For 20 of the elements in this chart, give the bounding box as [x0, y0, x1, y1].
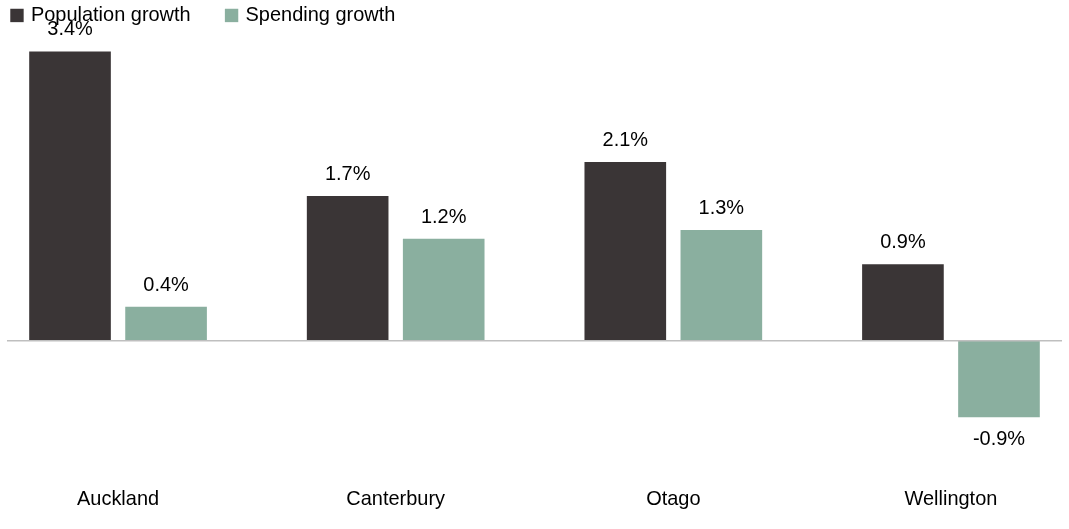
bar	[680, 230, 763, 341]
data-label: 0.4%	[143, 272, 190, 295]
data-label: -0.9%	[972, 427, 1026, 450]
bar	[306, 196, 389, 341]
x-tick-label: Canterbury	[346, 487, 446, 510]
bar	[125, 306, 207, 341]
bar	[402, 238, 485, 341]
legend-label: Spending growth	[245, 3, 396, 26]
data-label: 2.1%	[602, 128, 649, 151]
x-tick-label: Auckland	[77, 487, 160, 510]
x-tick-label: Otago	[646, 487, 701, 510]
data-label: 0.9%	[880, 230, 926, 253]
bar	[958, 340, 1040, 418]
bar	[584, 162, 667, 341]
bar	[862, 264, 944, 341]
x-tick-label: Wellington	[904, 487, 998, 510]
data-label: 1.7%	[324, 162, 371, 185]
data-label: 1.3%	[698, 196, 745, 219]
bar	[29, 51, 111, 341]
data-label: 1.2%	[420, 204, 467, 227]
